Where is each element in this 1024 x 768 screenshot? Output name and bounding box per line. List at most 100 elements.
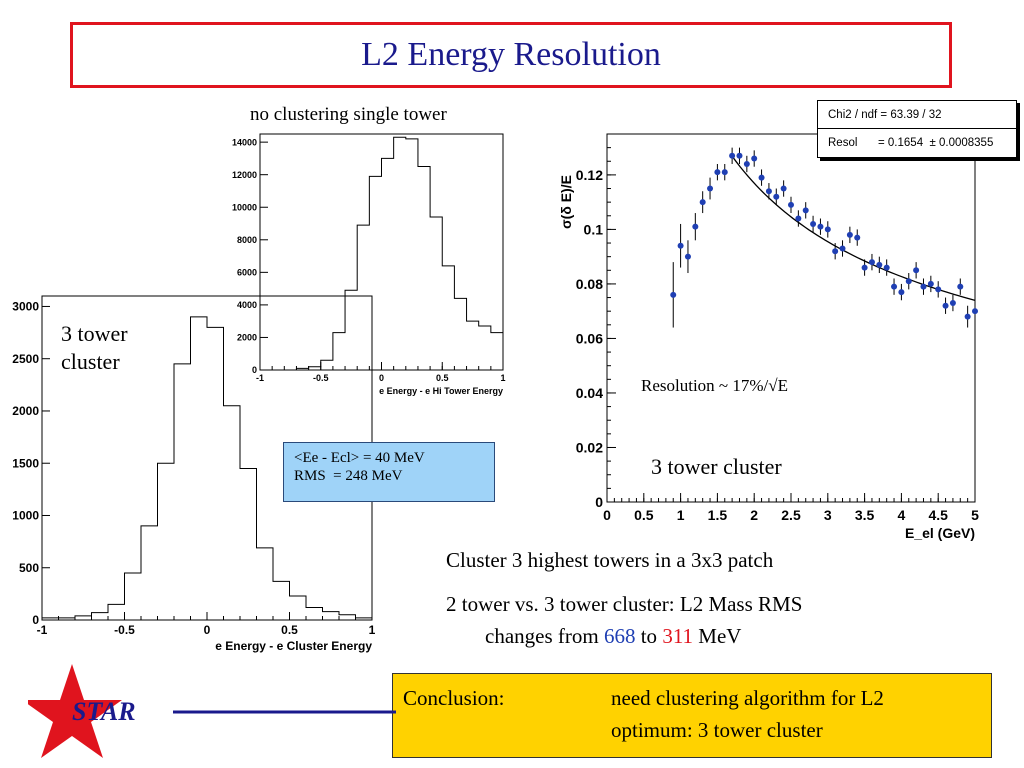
x-tick-label: -1: [37, 623, 48, 637]
star-logo-text: STAR: [72, 697, 136, 726]
data-point: [891, 283, 898, 290]
data-point: [854, 234, 861, 241]
data-point: [883, 264, 890, 271]
data-point: [692, 223, 699, 230]
x-tick-label: 1: [500, 373, 505, 383]
single-tower-histogram: -1 -0.5 0 0.5 1 0 2000 4000 6000 8000 10000 12000 14…: [232, 133, 506, 396]
data-point: [839, 245, 846, 252]
histogram-series: [41, 316, 373, 620]
resolution-plot: 0 0.5 1 1.5 2 2.5 3 3.5 4 4.5 5 0 0.02 0.04 0.06 0.08 0.…: [558, 133, 979, 541]
data-point: [736, 152, 743, 159]
y-tick-label: 0.12: [576, 167, 603, 183]
rms-change-mid: to: [635, 624, 663, 648]
y-tick-label: 3000: [12, 300, 39, 314]
resol-value: = 0.1654 ± 0.0008355: [878, 137, 994, 149]
x-axis-label: E_el (GeV): [905, 525, 975, 541]
conclusion-label: Conclusion:: [403, 686, 505, 710]
resolution-annotation: Resolution ~ 17%/√E: [641, 376, 788, 395]
title-frame: L2 Energy Resolution: [70, 22, 952, 88]
stats-box: <Ee - Ecl> = 40 MeV RMS = 248 MeV: [283, 442, 495, 502]
data-point: [684, 253, 691, 260]
data-point: [765, 188, 772, 195]
y-tick-label: 0: [252, 365, 257, 375]
x-axis-label: e Energy - e Hi Tower Energy: [379, 386, 503, 396]
x-tick-label: 2: [750, 507, 758, 523]
y-tick-label: 1500: [12, 456, 39, 470]
x-tick-label: 1.5: [708, 507, 728, 523]
fit-box-divider: [818, 128, 1016, 129]
data-point: [824, 226, 831, 233]
y-tick-label: 6000: [237, 267, 257, 277]
data-point: [846, 231, 853, 238]
data-point: [957, 283, 964, 290]
data-point: [714, 169, 721, 176]
data-point: [707, 185, 714, 192]
x-tick-label: 0.5: [436, 373, 449, 383]
x-tick-label: 0: [204, 623, 211, 637]
star-logo: STAR: [28, 664, 396, 758]
x-tick-label: 5: [971, 507, 979, 523]
rms-change-prefix: changes from: [485, 624, 604, 648]
y-tick-label: 2500: [12, 352, 39, 366]
x-tick-label: 0: [379, 373, 384, 383]
data-point: [677, 242, 684, 249]
histogram-series: [260, 136, 504, 371]
x-tick-label: 3.5: [855, 507, 875, 523]
right-plot-label: 3 tower cluster: [651, 454, 782, 479]
x-tick-label: -0.5: [313, 373, 329, 383]
cluster-hist-label-line1: 3 tower: [61, 321, 128, 346]
data-point: [898, 289, 905, 296]
data-point: [751, 155, 758, 162]
cluster-hist-label-line2: cluster: [61, 349, 120, 374]
y-tick-label: 1000: [12, 509, 39, 523]
y-tick-label: 8000: [237, 235, 257, 245]
y-tick-label: 0.06: [576, 330, 603, 346]
data-point: [795, 215, 802, 222]
rms-value-after: 311: [662, 624, 694, 648]
y-tick-label: 500: [19, 561, 39, 575]
conclusion-line1: need clustering algorithm for L2: [611, 686, 884, 710]
y-tick-label: 10000: [232, 202, 257, 212]
data-point: [905, 278, 912, 285]
page-title: L2 Energy Resolution: [361, 36, 661, 73]
rms-stat: RMS = 248 MeV: [294, 468, 403, 484]
cluster-hist-label: 3 tower cluster: [61, 320, 128, 376]
conclusion-box: Conclusion: need clustering algorithm fo…: [392, 673, 992, 758]
fit-result-box: Chi2 / ndf = 63.39 / 32 Resol = 0.1654 ±…: [817, 100, 1017, 158]
bullet-mass-rms-line2: changes from 668 to 311 MeV: [485, 624, 741, 649]
x-tick-label: 3: [824, 507, 832, 523]
data-point: [729, 152, 736, 159]
bullet-cluster-description: Cluster 3 highest towers in a 3x3 patch: [446, 548, 774, 572]
data-point: [964, 313, 971, 320]
y-tick-label: 12000: [232, 170, 257, 180]
mean-diff-stat: <Ee - Ecl> = 40 MeV: [294, 450, 425, 466]
data-point: [927, 280, 934, 287]
star-shape-icon: [28, 664, 122, 758]
x-tick-label: -1: [256, 373, 264, 383]
y-tick-label: 4000: [237, 300, 257, 310]
y-axis-label: σ(δ E)/E: [558, 175, 574, 229]
x-tick-label: 4: [898, 507, 906, 523]
data-point: [699, 199, 706, 206]
data-point: [861, 264, 868, 271]
x-tick-label: 1: [369, 623, 376, 637]
x-tick-label: 2.5: [781, 507, 801, 523]
x-tick-label: -0.5: [114, 623, 135, 637]
data-point: [773, 193, 780, 200]
data-point: [802, 207, 809, 214]
cluster-histogram: -1 -0.5 0 0.5 1 0 500 1000 1500 2000 2500 3000 e Ene…: [12, 295, 376, 653]
data-point: [721, 169, 728, 176]
resol-label: Resol: [828, 137, 858, 149]
y-tick-label: 0.08: [576, 276, 603, 292]
data-point: [670, 291, 677, 298]
data-point: [832, 248, 839, 255]
y-tick-label: 2000: [237, 333, 257, 343]
data-point: [876, 261, 883, 268]
data-point: [913, 267, 920, 274]
x-axis-label: e Energy - e Cluster Energy: [215, 639, 372, 653]
x-tick-label: 0.5: [281, 623, 298, 637]
y-tick-label: 0.1: [584, 221, 604, 237]
data-point: [810, 220, 817, 227]
y-tick-label: 0.02: [576, 439, 603, 455]
data-point: [935, 286, 942, 293]
